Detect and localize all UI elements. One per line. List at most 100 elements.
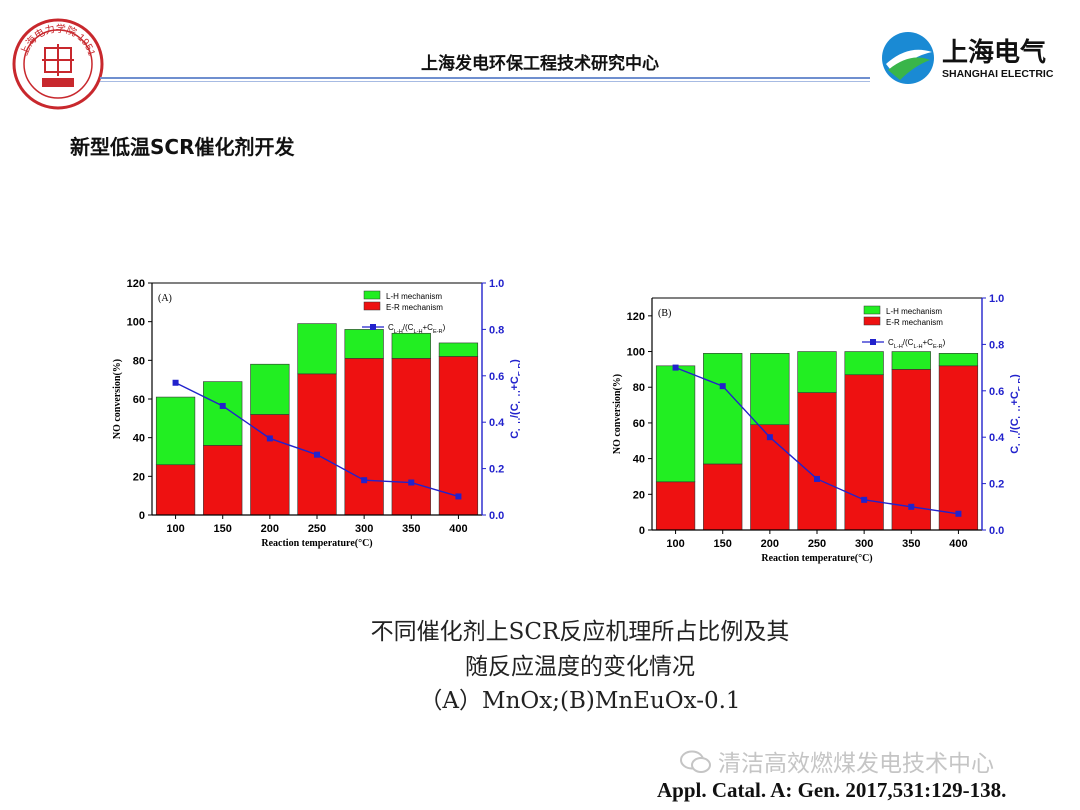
y2-tick-label: 0.4: [989, 432, 1005, 444]
ratio-point-300: [861, 496, 868, 503]
y-tick-label: 20: [633, 489, 645, 501]
bar-lh-300: [844, 351, 884, 376]
bar-er-100: [655, 481, 696, 531]
ratio-point-150: [719, 383, 726, 390]
bar-lh-200: [750, 353, 790, 426]
y2-tick-label: 0.0: [489, 510, 504, 522]
y-tick-label: 80: [633, 382, 645, 394]
y-axis-label: NO conversion(%): [112, 359, 123, 439]
y-tick-label: 40: [633, 454, 645, 466]
university-seal-icon: 上海电力学院 1951: [12, 18, 104, 110]
legend-marker-ratio: [870, 339, 876, 345]
bar-er-350: [891, 369, 931, 531]
legend-swatch-lh: [863, 305, 881, 315]
chart-a: 0 20 40 60 80 100 120 0.0 0.2 0.4 0.6 0.8 1.0 100 150 2…: [112, 278, 520, 549]
y-tick-label: 120: [127, 278, 145, 290]
x-tick-label: 200: [261, 523, 279, 535]
y2-axis-label: CL-H/(CL-H+CE-R): [509, 359, 520, 439]
y-axis-label: NO conversion(%): [612, 374, 623, 454]
y2-tick-label: 0.2: [489, 464, 504, 476]
ratio-point-100: [672, 364, 679, 371]
y-tick-label: 0: [139, 510, 145, 522]
header-divider-thin: [100, 81, 870, 82]
bar-lh-150: [703, 353, 743, 465]
caption-line-1: 不同催化剂上SCR反应机理所占比例及其: [370, 619, 790, 645]
y-tick-label: 60: [633, 418, 645, 430]
x-tick-label: 250: [808, 538, 826, 550]
bar-er-100: [155, 464, 196, 516]
bar-lh-100: [155, 396, 196, 466]
bar-er-300: [844, 374, 884, 531]
ratio-point-250: [814, 475, 820, 482]
x-tick-label: 150: [214, 523, 232, 535]
ratio-point-250: [314, 451, 320, 458]
ratio-point-350: [908, 503, 915, 510]
bar-lh-200: [250, 363, 290, 415]
slide-title: 新型低温SCR催化剂开发: [70, 135, 295, 159]
bar-lh-400: [438, 342, 479, 357]
y2-tick-label: 0.8: [989, 339, 1004, 351]
header-title: 上海发电环保工程技术研究中心: [421, 54, 659, 74]
ratio-point-300: [361, 477, 368, 484]
y2-tick-label: 0.0: [989, 525, 1004, 537]
bar-lh-150: [203, 381, 243, 446]
ratio-point-400: [455, 493, 462, 500]
y2-tick-label: 0.4: [489, 417, 505, 429]
y-tick-label: 100: [127, 317, 145, 329]
panel-label: (A): [158, 293, 172, 304]
y-tick-label: 100: [627, 347, 645, 359]
x-tick-label: 350: [902, 538, 920, 550]
logo-name-en: SHANGHAI ELECTRIC: [942, 68, 1054, 80]
legend-swatch-er: [863, 316, 881, 326]
y2-tick-label: 1.0: [489, 278, 504, 290]
legend-label-er: E-R mechanism: [886, 318, 943, 327]
y2-tick-label: 0.6: [989, 386, 1004, 398]
bar-er-250: [797, 392, 837, 531]
x-tick-label: 200: [761, 538, 779, 550]
x-tick-label: 150: [714, 538, 732, 550]
bar-er-400: [438, 356, 479, 516]
y2-tick-label: 1.0: [989, 293, 1004, 305]
citation: Appl. Catal. A: Gen. 2017,531:129-138.: [657, 778, 1007, 802]
x-tick-label: 300: [355, 523, 373, 535]
bar-er-250: [297, 373, 337, 516]
y2-axis-label: CL-H/(CL-H+CE-R): [1009, 374, 1020, 454]
ratio-point-400: [955, 510, 962, 517]
x-tick-label: 100: [166, 523, 184, 535]
bar-lh-250: [297, 323, 337, 375]
y-tick-label: 40: [133, 433, 145, 445]
legend-marker-ratio: [370, 324, 376, 330]
y2-tick-label: 0.6: [489, 371, 504, 383]
header-divider: [100, 77, 870, 79]
watermark-text: 清洁高效燃煤发电技术中心: [682, 744, 994, 778]
ratio-point-200: [266, 435, 273, 442]
bar-er-400: [938, 365, 979, 531]
bar-lh-300: [344, 329, 384, 359]
watermark-label: 清洁高效燃煤发电技术中心: [718, 751, 994, 777]
y-tick-label: 120: [627, 311, 645, 323]
x-axis-label: Reaction temperature(°C): [761, 553, 872, 564]
x-tick-label: 350: [402, 523, 420, 535]
legend-label-ratio: CL-H/(CL-H+CE-R): [388, 323, 446, 335]
y2-tick-label: 0.2: [989, 479, 1004, 491]
y-tick-label: 60: [133, 394, 145, 406]
bar-er-350: [391, 358, 431, 516]
bar-er-200: [750, 424, 790, 531]
bar-lh-350: [891, 351, 931, 370]
legend-swatch-er: [363, 301, 381, 311]
bar-er-150: [703, 463, 743, 531]
y-tick-label: 0: [639, 525, 645, 537]
bar-lh-100: [655, 365, 696, 483]
y-tick-label: 20: [133, 471, 145, 483]
ratio-point-200: [766, 434, 773, 441]
x-tick-label: 300: [855, 538, 873, 550]
bar-er-200: [250, 414, 290, 516]
bar-er-150: [203, 445, 243, 516]
ratio-point-100: [172, 379, 179, 386]
chart-b: 0 20 40 60 80 100 120 0.0 0.2 0.4 0.6 0.8 1.0 100 150 2…: [612, 293, 1020, 564]
wechat-icon: [680, 750, 711, 773]
legend-label-lh: L-H mechanism: [386, 292, 442, 301]
bar-lh-400: [938, 353, 979, 367]
bar-lh-350: [391, 332, 431, 359]
bar-er-300: [344, 358, 384, 516]
